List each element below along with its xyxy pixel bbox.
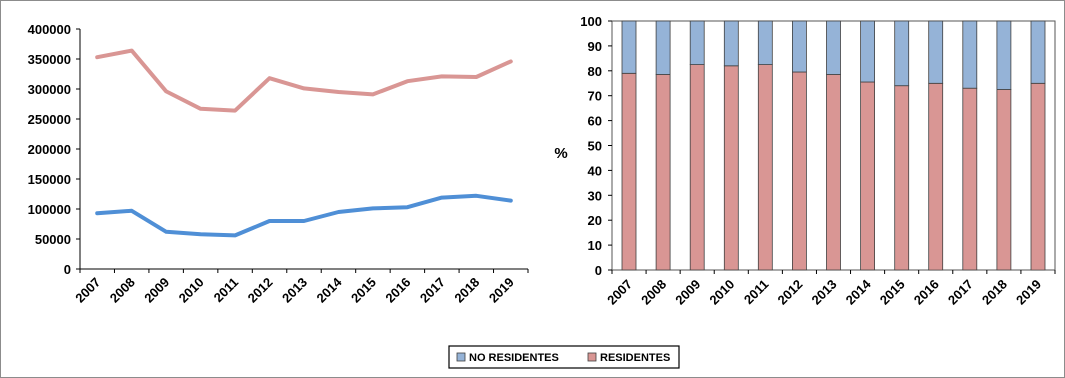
bar-chart-x-tick-label: 2014 xyxy=(843,276,875,308)
bar-chart-x-tick-label: 2019 xyxy=(1013,277,1044,308)
bar-chart-y-tick-label: 0 xyxy=(595,263,602,278)
line-chart-y-tick-label: 100000 xyxy=(28,202,71,217)
bar-chart-y-tick-label: 90 xyxy=(588,39,602,54)
line-chart-x-tick-label: 2014 xyxy=(314,274,346,306)
bar-no-residentes xyxy=(792,21,806,72)
bar-chart-x-tick-label: 2018 xyxy=(979,277,1010,308)
line-chart-y-tick-label: 350000 xyxy=(28,52,71,67)
bar-chart-x-tick-label: 2013 xyxy=(809,277,840,308)
line-chart-x-tick-label: 2009 xyxy=(141,275,172,306)
bar-no-residentes xyxy=(724,21,738,66)
bar-residentes xyxy=(656,75,670,271)
line-chart-x-tick-label: 2016 xyxy=(382,275,413,306)
bar-no-residentes xyxy=(690,21,704,65)
bar-residentes xyxy=(963,88,977,270)
bar-no-residentes xyxy=(622,21,636,73)
bar-residentes xyxy=(895,86,909,270)
bar-chart-x-tick-label: 2015 xyxy=(877,277,908,308)
line-series-no-residentes xyxy=(97,196,511,236)
line-chart: 0 50000 100000 150000 200000 250000 300000 3500… xyxy=(28,22,528,306)
bar-chart-x-tick-label: 2007 xyxy=(604,277,635,308)
bar-chart-y-tick-label: 80 xyxy=(588,64,602,79)
line-chart-x-tick-label: 2012 xyxy=(245,275,276,306)
bar-residentes xyxy=(792,72,806,270)
line-chart-x-tick-label: 2013 xyxy=(279,275,310,306)
bar-no-residentes xyxy=(997,21,1011,90)
line-series-residentes xyxy=(97,51,511,111)
bar-no-residentes xyxy=(758,21,772,65)
bar-residentes xyxy=(758,65,772,270)
line-chart-x-tick-label: 2017 xyxy=(417,275,448,306)
bar-residentes xyxy=(724,66,738,270)
legend-swatch xyxy=(588,353,596,361)
bar-residentes xyxy=(861,82,875,270)
line-chart-y-tick-label: 250000 xyxy=(28,112,71,127)
line-chart-y-tick-label: 150000 xyxy=(28,172,71,187)
line-chart-y-tick-label: 200000 xyxy=(28,142,71,157)
bar-chart-y-tick-label: 70 xyxy=(588,89,602,104)
bar-chart-x-tick-label: 2008 xyxy=(638,277,669,308)
bar-chart-y-tick-label: 50 xyxy=(588,139,602,154)
bar-no-residentes xyxy=(656,21,670,75)
line-chart-x-tick-label: 2010 xyxy=(176,275,207,306)
bar-no-residentes xyxy=(827,21,841,75)
bar-chart-y-tick-label: 20 xyxy=(588,213,602,228)
bar-chart-x-tick-label: 2009 xyxy=(672,277,703,308)
bar-chart-x-tick-label: 2011 xyxy=(741,277,772,308)
bar-residentes xyxy=(690,65,704,270)
bar-chart-y-tick-label: 40 xyxy=(588,163,602,178)
bar-no-residentes xyxy=(861,21,875,82)
line-chart-y-tick-label: 400000 xyxy=(28,22,71,37)
line-chart-x-tick-label: 2015 xyxy=(348,275,379,306)
line-chart-y-tick-label: 0 xyxy=(64,262,71,277)
legend-label: RESIDENTES xyxy=(600,352,670,364)
bar-no-residentes xyxy=(1031,21,1045,83)
bar-chart-y-axis-label: % xyxy=(554,145,567,162)
line-chart-x-tick-label: 2007 xyxy=(72,275,103,306)
bar-no-residentes xyxy=(895,21,909,86)
bar-chart-y-tick-label: 10 xyxy=(588,238,602,253)
bar-residentes xyxy=(997,90,1011,271)
bar-chart-y-tick-label: 30 xyxy=(588,188,602,203)
legend: NO RESIDENTES RESIDENTES xyxy=(449,346,679,368)
bar-no-residentes xyxy=(929,21,943,83)
line-chart-x-tick-label: 2018 xyxy=(451,275,482,306)
bar-chart-x-tick-label: 2010 xyxy=(706,277,737,308)
bar-residentes xyxy=(929,83,943,270)
line-chart-x-tick-label: 2019 xyxy=(486,275,517,306)
bar-chart-y-tick-label: 60 xyxy=(588,114,602,129)
line-chart-y-tick-label: 300000 xyxy=(28,82,71,97)
bar-chart-x-tick-label: 2016 xyxy=(911,277,942,308)
line-chart-x-tick-label: 2008 xyxy=(107,275,138,306)
line-chart-y-tick-label: 50000 xyxy=(35,232,71,247)
bar-residentes xyxy=(827,75,841,271)
bar-residentes xyxy=(622,73,636,270)
bar-no-residentes xyxy=(963,21,977,88)
bar-residentes xyxy=(1031,83,1045,270)
legend-label: NO RESIDENTES xyxy=(469,352,559,364)
line-chart-x-tick-label: 2011 xyxy=(211,275,242,306)
bar-chart-x-tick-label: 2012 xyxy=(774,277,805,308)
bar-chart-x-tick-label: 2017 xyxy=(945,277,976,308)
legend-swatch xyxy=(457,353,465,361)
bar-chart-y-tick-label: 100 xyxy=(580,14,602,29)
